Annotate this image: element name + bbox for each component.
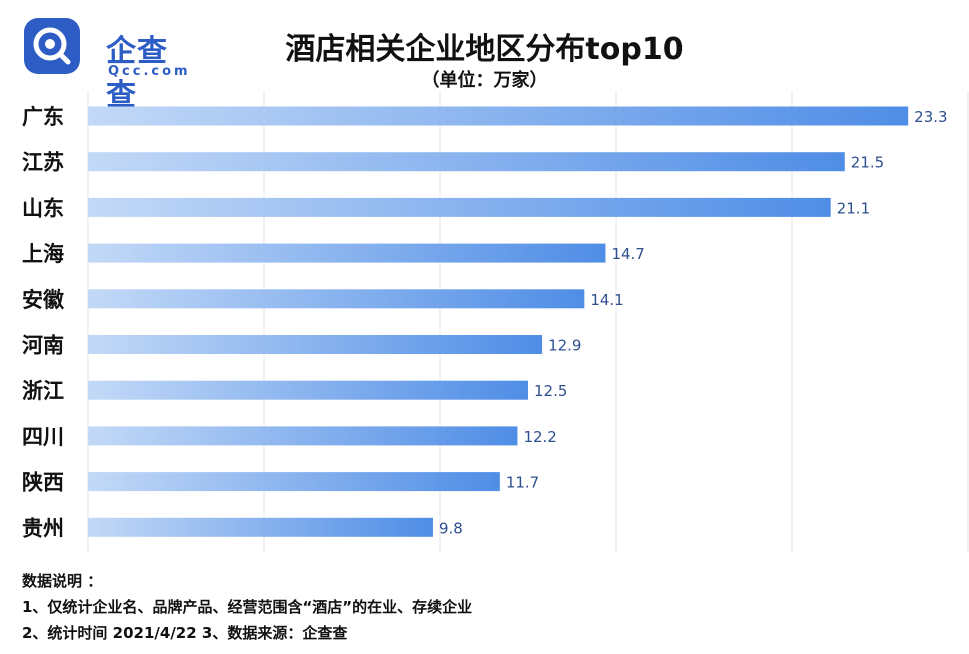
bar [88,152,845,172]
category-label: 安徽 [22,288,65,312]
brand-logo: 企查查 Qcc.com [22,12,192,113]
bar [88,517,433,537]
value-label: 21.1 [837,199,870,217]
bar [88,289,585,309]
bar [88,472,500,492]
chart-title: 酒店相关企业地区分布top10 [285,32,684,67]
brand-domain: Qcc.com [108,64,191,79]
notes-line-1: 1、仅统计企业名、品牌产品、经营范围含“酒店”的在业、存续企业 [22,598,473,616]
category-label: 贵州 [22,516,64,540]
bar [88,335,543,354]
value-label: 12.9 [548,337,581,355]
value-label: 14.7 [611,245,644,263]
value-label: 12.5 [534,382,567,400]
value-label: 11.7 [506,474,539,492]
notes-heading: 数据说明 ： [22,572,103,590]
brand-name: 企查查 [106,34,168,113]
chart-unit: （单位：万家） [421,70,548,91]
bar [88,197,831,217]
category-label: 陕西 [22,471,64,495]
bar [88,106,909,126]
category-label: 上海 [22,242,64,266]
data-notes: 数据说明 ： 1、仅统计企业名、品牌产品、经营范围含“酒店”的在业、存续企业 2… [22,568,472,646]
bar [88,380,528,400]
value-label: 21.5 [851,154,884,172]
category-label: 四川 [22,425,64,449]
value-label: 14.1 [590,291,623,309]
category-label: 广东 [22,105,64,129]
value-label: 12.2 [523,428,556,446]
value-label: 9.8 [439,519,463,537]
qcc-logo-icon [24,18,80,74]
bar [88,426,518,446]
value-label: 23.3 [914,108,947,126]
category-label: 江苏 [22,151,64,175]
category-label: 山东 [22,196,64,220]
category-label: 河南 [22,334,64,358]
chart-bars [88,106,909,537]
category-label: 浙江 [22,379,64,403]
chart-value-labels: 23.3 21.5 21.1 14.7 14.1 12.9 12.5 12.2 11.7 9.8 [439,108,948,537]
notes-line-2: 2、统计时间 2021/4/22 3、数据来源：企查查 [22,624,348,642]
bar [88,243,606,263]
